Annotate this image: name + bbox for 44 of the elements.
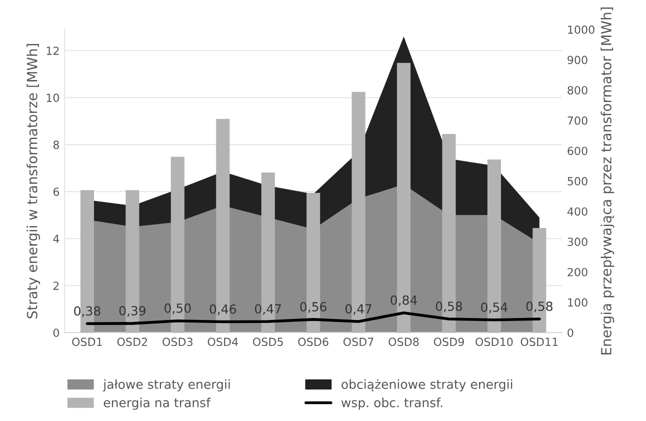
x-tick-label: OSD8: [388, 338, 419, 346]
x-tick-label: OSD9: [434, 338, 464, 346]
y2-tick-label: 800: [568, 86, 588, 94]
data-label: 0,54: [481, 302, 508, 314]
y-tick-label: 10: [46, 94, 59, 102]
x-tick-label: OSD2: [117, 338, 148, 346]
x-tick-label: OSD4: [208, 338, 238, 346]
y-axis-title: Straty energii w transformatorze [MWh]: [26, 44, 40, 318]
legend-label: obciążeniowe straty energii: [342, 379, 512, 392]
x-tick-label: OSD5: [253, 338, 283, 346]
x-tick-label: OSD10: [476, 338, 513, 346]
x-tick-label: OSD3: [162, 338, 192, 346]
y-tick-label: 0: [53, 328, 59, 337]
x-tick-label: OSD1: [72, 338, 102, 346]
legend-label: wsp. obc. transf.: [341, 398, 442, 410]
legend-label: energia na transf: [104, 398, 211, 410]
y-tick-label: 12: [46, 46, 59, 55]
y2-tick-label: 200: [568, 268, 588, 276]
legend-label: jałowe straty energii: [102, 379, 230, 392]
y2-tick-label: 600: [568, 146, 588, 156]
y-tick-label: 6: [53, 188, 60, 196]
y-tick-label: 2: [53, 282, 59, 290]
data-label: 0,39: [119, 306, 146, 317]
y2-tick-label: 700: [568, 116, 588, 125]
y2-tick-label: 500: [568, 177, 588, 186]
y-tick-label: 8: [53, 140, 59, 149]
x-tick-label: OSD7: [343, 338, 374, 346]
x-tick-label: OSD6: [298, 338, 328, 346]
data-label: 0,47: [345, 304, 372, 315]
data-label: 0,58: [436, 302, 462, 312]
y2-tick-label: 1000: [568, 25, 594, 34]
y2-tick-label: 100: [568, 298, 588, 307]
y2-tick-label: 900: [568, 56, 588, 64]
data-label: 0,46: [210, 304, 236, 316]
data-label: 0,47: [255, 304, 281, 315]
y2-axis-title: Energia przepływająca przez transformator [MWh]: [600, 8, 614, 354]
y2-tick-label: 300: [568, 238, 588, 246]
y-tick-label: 4: [53, 234, 60, 243]
y2-tick-label: 400: [567, 207, 588, 216]
data-label: 0,56: [300, 302, 326, 313]
data-label: 0,84: [390, 295, 417, 306]
y2-tick-label: 0: [568, 328, 574, 337]
data-label: 0,50: [164, 303, 191, 314]
x-tick-label: OSD11: [520, 338, 558, 346]
